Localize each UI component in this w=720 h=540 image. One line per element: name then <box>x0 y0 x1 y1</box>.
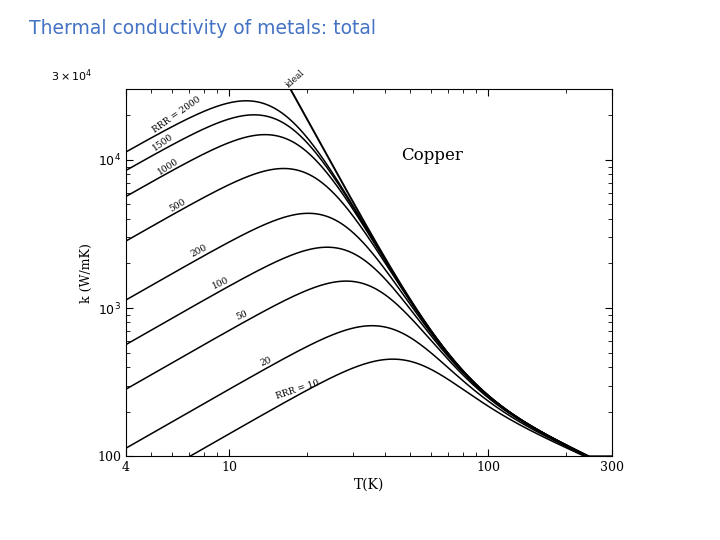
Text: Copper: Copper <box>401 147 463 164</box>
Text: 500: 500 <box>168 198 187 214</box>
Text: CAS Vacuum 2017 - S.C.: CAS Vacuum 2017 - S.C. <box>369 511 495 521</box>
Text: T(K): T(K) <box>354 478 384 492</box>
Text: 50: 50 <box>235 309 249 322</box>
Text: 1000: 1000 <box>156 157 180 177</box>
Text: Properties II: Thermal & Electrical: Properties II: Thermal & Electrical <box>71 511 246 521</box>
Text: ideal: ideal <box>284 68 307 89</box>
Text: CERN: CERN <box>23 516 38 521</box>
Text: Thermal conductivity of metals: total: Thermal conductivity of metals: total <box>29 19 376 38</box>
Text: 1500: 1500 <box>151 132 176 153</box>
Text: 200: 200 <box>189 243 209 259</box>
Text: $3\times10^4$: $3\times10^4$ <box>50 67 92 84</box>
Text: RRR = 10: RRR = 10 <box>275 378 320 401</box>
Y-axis label: k (W/mK): k (W/mK) <box>80 243 93 302</box>
Text: 100: 100 <box>211 276 230 291</box>
Text: RRR = 2000: RRR = 2000 <box>151 95 202 134</box>
Text: 40: 40 <box>670 511 683 521</box>
Text: 20: 20 <box>258 355 273 368</box>
